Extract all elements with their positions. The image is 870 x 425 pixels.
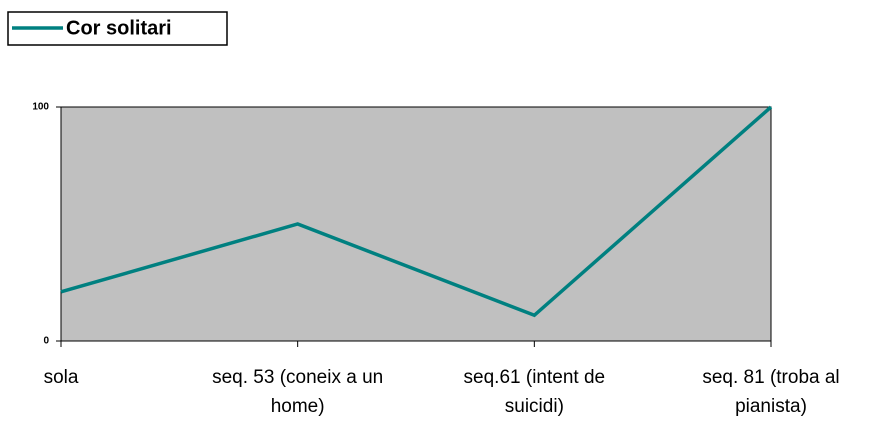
- legend-box: [7, 11, 228, 46]
- x-tick-label: seq. 81 (troba al pianista): [702, 367, 840, 417]
- line-series: [60, 105, 773, 318]
- legend-label: Cor solitari: [66, 17, 172, 39]
- y-tick-label: 0: [43, 336, 49, 347]
- x-tick-label: sola: [43, 367, 79, 388]
- plot-area: [60, 106, 772, 342]
- y-tick-label: 100: [32, 102, 49, 113]
- x-tick-label: seq.61 (intent de suicidi): [463, 367, 606, 417]
- x-tick-label: seq. 53 (coneix a un home): [212, 367, 384, 417]
